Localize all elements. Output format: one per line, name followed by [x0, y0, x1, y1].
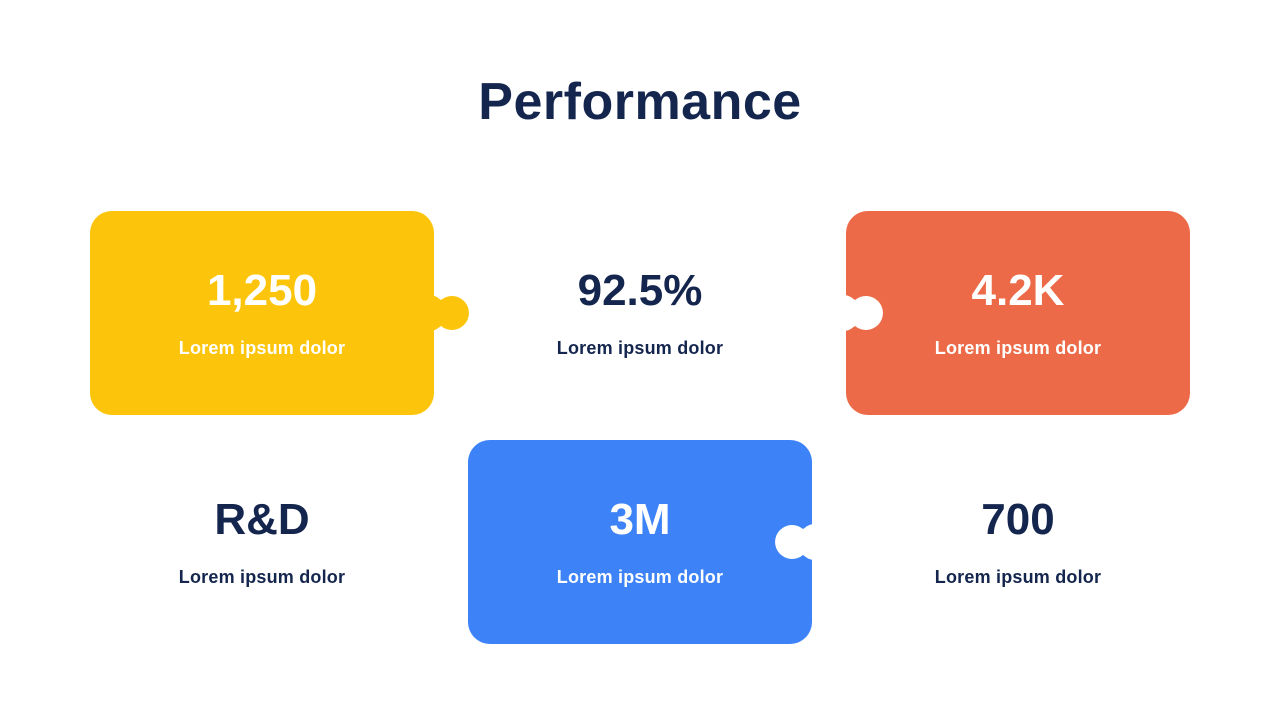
puzzle-socket-icon	[845, 295, 883, 331]
stat-value: 700	[981, 495, 1055, 544]
stat-label: Lorem ipsum dolor	[934, 567, 1102, 587]
stat-card-blue: 3M Lorem ipsum dolor	[468, 440, 813, 644]
stat-label: Lorem ipsum dolor	[178, 338, 346, 358]
stat-label: Lorem ipsum dolor	[556, 567, 724, 587]
stat-label: Lorem ipsum dolor	[934, 338, 1102, 358]
stat-value: 3M	[609, 495, 671, 544]
puzzle-tab-icon	[431, 295, 469, 331]
stat-value: R&D	[214, 495, 310, 544]
stat-value: 1,250	[206, 266, 318, 315]
stat-value: 4.2K	[971, 266, 1065, 315]
stats-grid: 1,250 Lorem ipsum dolor 92.5% Lorem ipsu…	[90, 211, 1190, 644]
stat-label: Lorem ipsum dolor	[556, 338, 724, 358]
stat-card-yellow: 1,250 Lorem ipsum dolor	[90, 211, 469, 415]
stat-plain: 92.5% Lorem ipsum dolor	[468, 211, 812, 415]
stat-label: Lorem ipsum dolor	[178, 567, 346, 587]
puzzle-socket-icon	[775, 524, 813, 560]
stat-card-orange: 4.2K Lorem ipsum dolor	[845, 211, 1190, 415]
stat-value: 92.5%	[577, 266, 703, 315]
page-title: Performance	[478, 73, 802, 131]
stat-plain: R&D Lorem ipsum dolor	[90, 440, 434, 644]
stat-plain: 700 Lorem ipsum dolor	[846, 440, 1190, 644]
